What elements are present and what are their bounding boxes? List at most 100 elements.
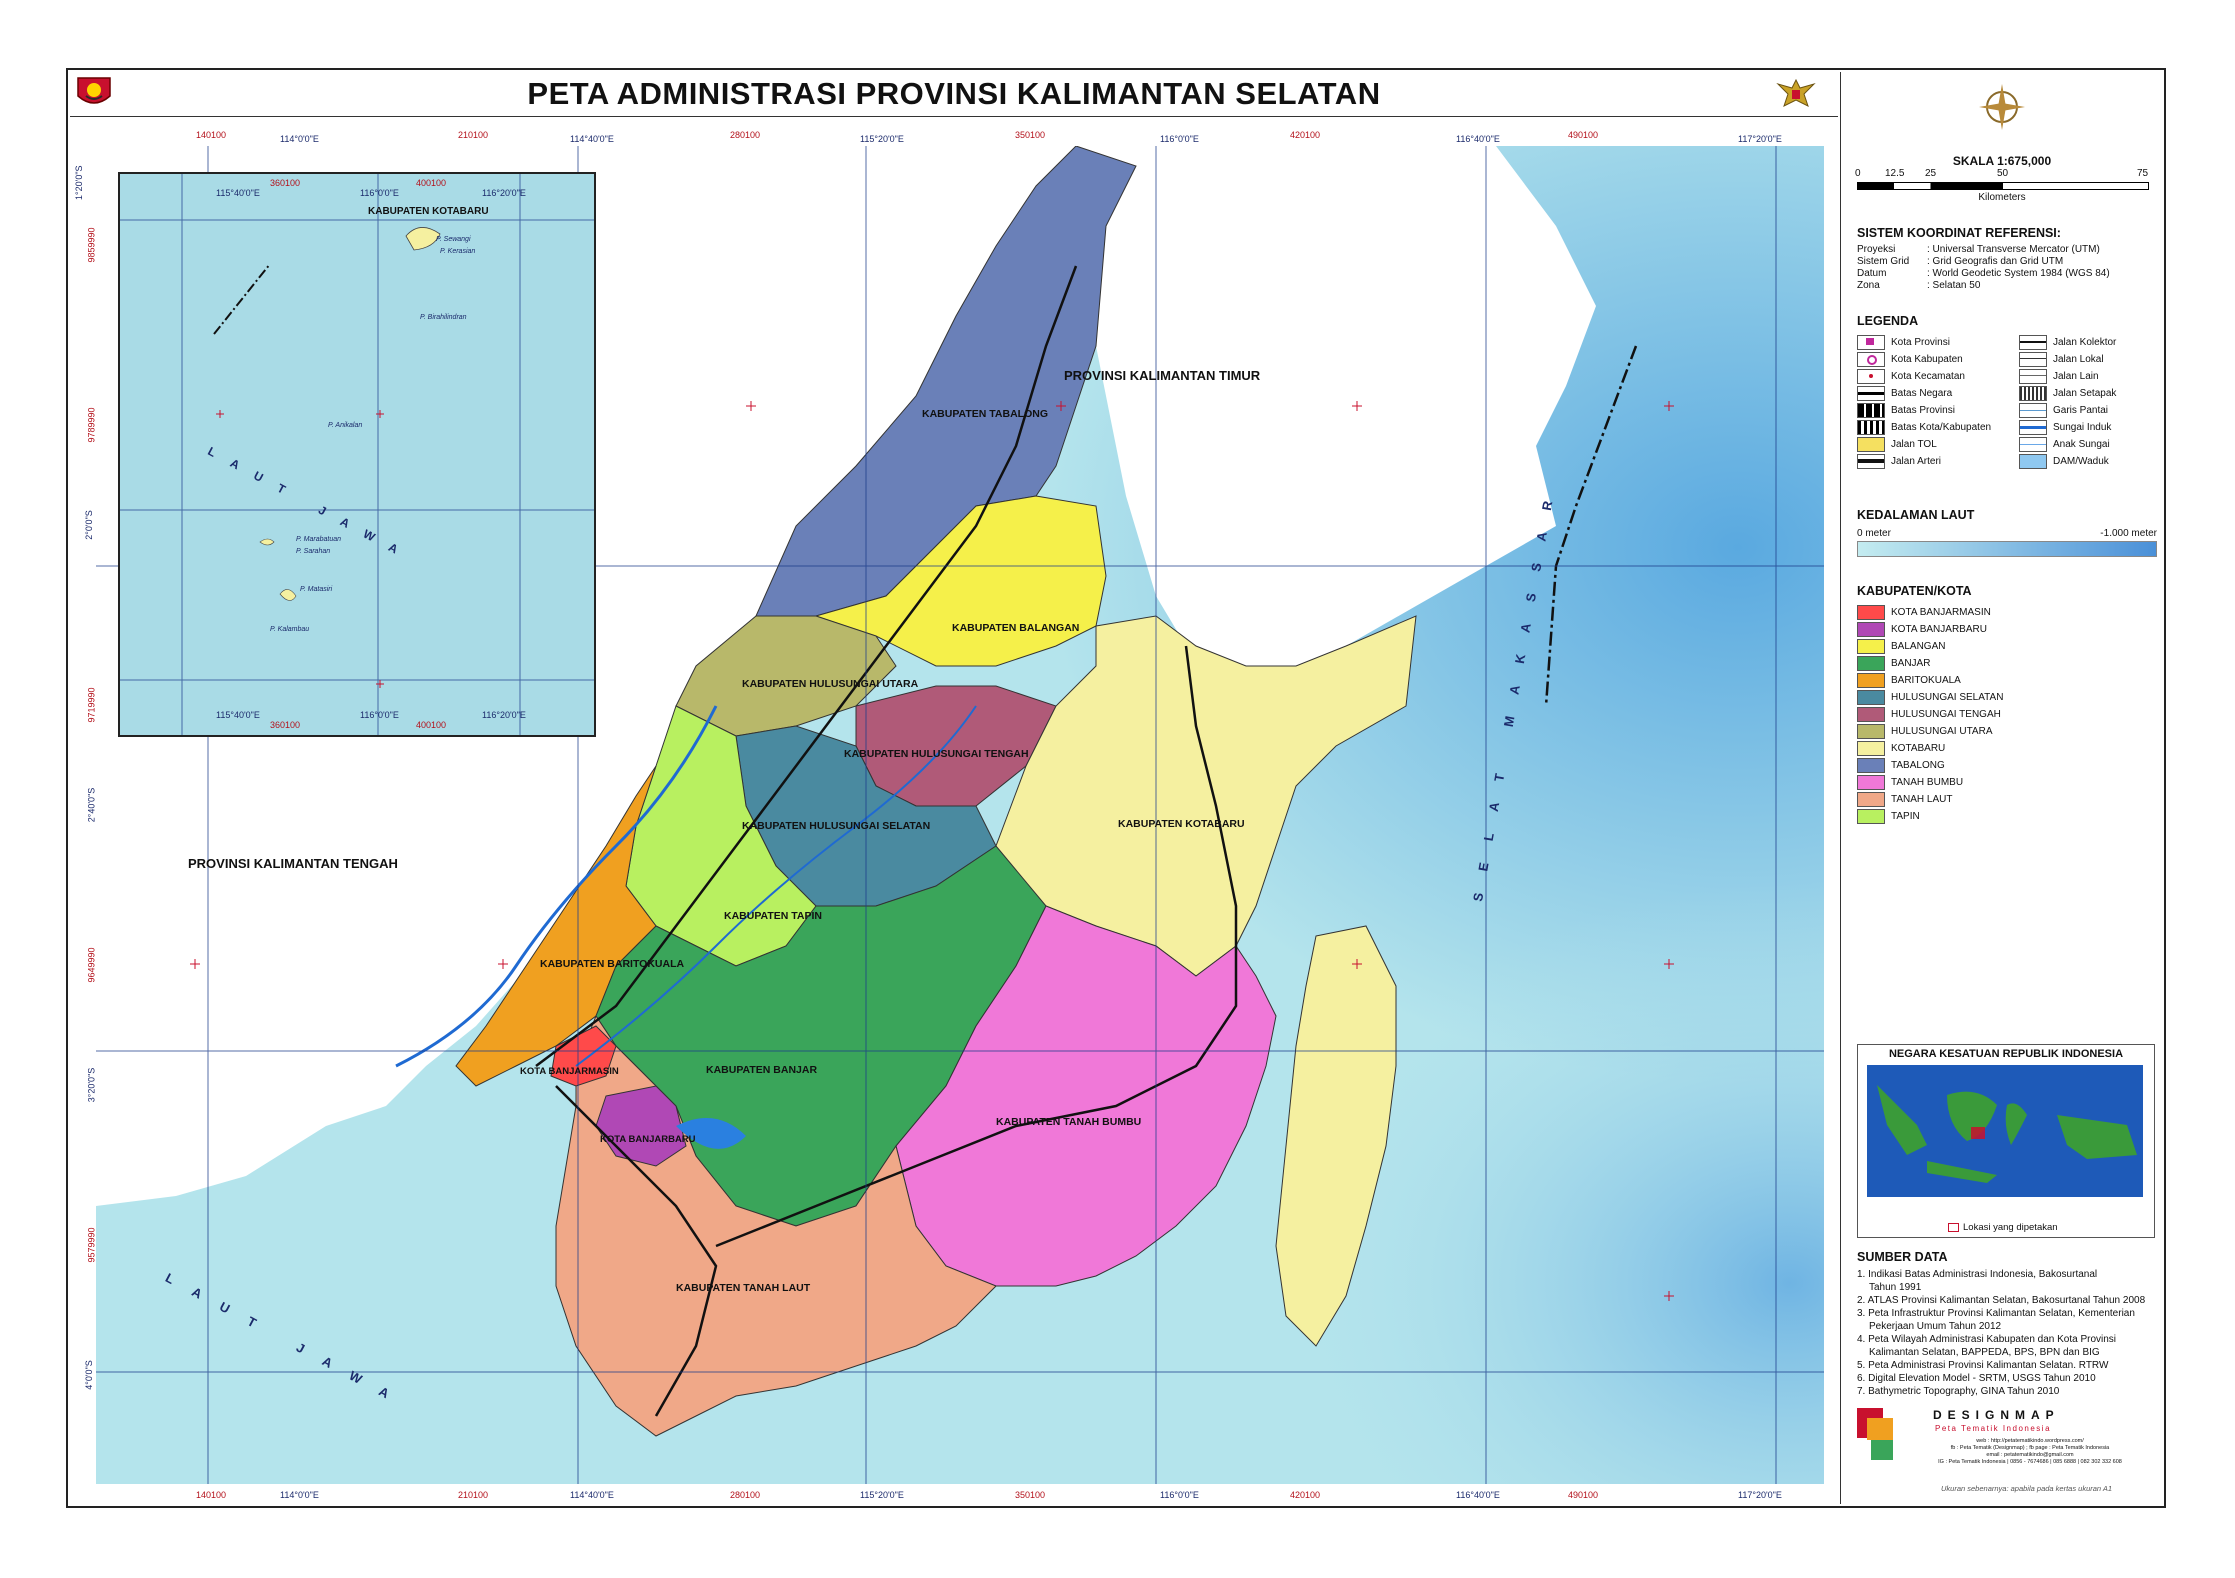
legend-item: Jalan Setapak: [2053, 388, 2117, 399]
jalan-setapak-icon: [2019, 386, 2047, 401]
legend-item: Jalan TOL: [1891, 439, 1937, 450]
bottom-tick-9: 420100: [1290, 1490, 1321, 1500]
kabupaten-legend-label: HULUSUNGAI TENGAH: [1891, 709, 2001, 720]
legend-block: LEGENDA Kota Provinsi Kota Kabupaten Kot…: [1857, 314, 2157, 470]
brand-block: DESIGNMAP Peta Tematik Indonesia web : h…: [1857, 1408, 2157, 1480]
source-item: Pekerjaan Umum Tahun 2012: [1869, 1321, 2002, 1332]
crs-title: SISTEM KOORDINAT REFERENSI:: [1857, 226, 2061, 240]
bottom-tick-6: 115°20'0"E: [860, 1490, 904, 1500]
river-negara: [575, 705, 977, 1067]
scale-bar: [1857, 182, 2149, 190]
kabupaten-legend-label: KOTA BANJARMASIN: [1891, 607, 1991, 618]
bottom-tick-12: 117°20'0"E: [1738, 1490, 1782, 1500]
garis-pantai-icon: [2019, 403, 2047, 418]
inset-island-4: P. Sarahan: [296, 548, 331, 555]
depth-ramp: [1857, 541, 2157, 557]
top-tick-5: 280100: [730, 130, 761, 140]
road-arteri: [535, 265, 1078, 1067]
left-tick-8: 3°20'0"S: [86, 1067, 97, 1103]
title-bar: PETA ADMINISTRASI PROVINSI KALIMANTAN SE…: [70, 72, 1838, 117]
top-tick-7: 350100: [1015, 130, 1046, 140]
top-tick-12: 117°20'0"E: [1738, 134, 1782, 144]
bottom-tick-5: 280100: [730, 1490, 761, 1500]
kabupaten-legend-label: HULUSUNGAI UTARA: [1891, 726, 1993, 737]
legend-item: Kota Provinsi: [1891, 337, 1950, 348]
batas-provinsi-icon: [1857, 403, 1885, 418]
crs-block: SISTEM KOORDINAT REFERENSI: Proyeksi : Un…: [1857, 226, 2157, 292]
bottom-tick-8: 116°0'0"E: [1160, 1490, 1199, 1500]
brand-line: web : http://petatematikindo.wordpress.c…: [1976, 1438, 2084, 1444]
label-kota-bjm: KOTA BANJARMASIN: [520, 1066, 619, 1077]
indonesia-locator-map: [1867, 1065, 2143, 1197]
nkri-box: NEGARA KESATUAN REPUBLIK INDONESIA Lokas…: [1857, 1044, 2155, 1238]
label-kaltim: PROVINSI KALIMANTAN TIMUR: [1064, 368, 1261, 383]
left-tick-10: 4°0'0"S: [83, 1360, 94, 1390]
kabupaten-block: KABUPATEN/KOTA KOTA BANJARMASIN KOTA BANJ…: [1857, 584, 2157, 825]
kabupaten-swatch-icon: [1857, 741, 1885, 756]
scale-tick-3: 50: [1997, 168, 2009, 179]
left-tick-1: 1°20'0"S: [74, 165, 84, 200]
legend-item: Anak Sungai: [2053, 439, 2110, 450]
kabupaten-legend-row: TABALONG: [1857, 757, 2157, 774]
inset-deg-b2: 116°0'0"E: [360, 710, 399, 720]
kabupaten-legend-row: TAPIN: [1857, 808, 2157, 825]
inset-deg-b1: 115°40'0"E: [216, 710, 260, 720]
inset-deg-3: 116°20'0"E: [482, 188, 526, 198]
crs-value: : Universal Transverse Mercator (UTM): [1927, 244, 2100, 255]
kabupaten-legend-row: HULUSUNGAI SELATAN: [1857, 689, 2157, 706]
label-tanah-laut: KABUPATEN TANAH LAUT: [676, 1282, 811, 1294]
source-item: 5. Peta Administrasi Provinsi Kalimantan…: [1857, 1360, 2109, 1371]
kabupaten-swatch-icon: [1857, 775, 1885, 790]
jalan-arteri-icon: [1857, 454, 1885, 469]
left-tick-7: 9649990: [86, 947, 97, 983]
top-tick-11: 490100: [1568, 130, 1599, 140]
bottom-tick-7: 350100: [1015, 1490, 1046, 1500]
crs-key: Proyeksi: [1857, 244, 1896, 255]
print-note: Ukuran sebenarnya: apabila pada kertas u…: [1941, 1484, 2113, 1493]
kabupaten-legend-row: TANAH LAUT: [1857, 791, 2157, 808]
kota-kecamatan-icon: [1857, 369, 1885, 384]
scale-label: SKALA 1:675,000: [1952, 154, 2052, 168]
left-tick-9: 9579990: [86, 1227, 97, 1263]
label-tabalong: KABUPATEN TABALONG: [922, 408, 1048, 420]
legend-item: Sungai Induk: [2053, 422, 2112, 433]
label-balangan: KABUPATEN BALANGAN: [952, 622, 1080, 634]
kabupaten-list: KOTA BANJARMASIN KOTA BANJARBARU BALANGAN B…: [1857, 604, 2157, 825]
source-item: 1. Indikasi Batas Administrasi Indonesia…: [1857, 1269, 2098, 1280]
region-balangan: [814, 495, 1107, 667]
left-tick-5: 9719990: [86, 687, 97, 723]
kabupaten-swatch-icon: [1857, 792, 1885, 807]
kota-kabupaten-icon: [1857, 352, 1885, 367]
kabupaten-legend-row: KOTABARU: [1857, 740, 2157, 757]
kabupaten-swatch-icon: [1857, 707, 1885, 722]
province-emblem-icon: [77, 77, 111, 104]
sources-title: SUMBER DATA: [1857, 1250, 1948, 1264]
scale-unit: Kilometers: [1978, 192, 2026, 203]
inset-island-7: P. Birahilindran: [420, 314, 467, 321]
kabupaten-swatch-icon: [1857, 673, 1885, 688]
inset-island-1: P. Sewangi: [436, 236, 471, 243]
kabupaten-swatch-icon: [1857, 690, 1885, 705]
inset-island-8: P. Anikalan: [328, 422, 363, 429]
jalan-tol-icon: [1857, 437, 1885, 452]
label-hst: KABUPATEN HULUSUNGAI TENGAH: [844, 748, 1029, 760]
left-tick-6: 2°40'0"S: [86, 787, 97, 823]
kabupaten-swatch-icon: [1857, 758, 1885, 773]
legend-item: DAM/Waduk: [2053, 456, 2109, 467]
jalan-lokal-icon: [2019, 352, 2047, 367]
source-item: 7. Bathymetric Topography, GINA Tahun 20…: [1857, 1386, 2060, 1397]
inset-island-5: P. Matasiri: [300, 586, 333, 593]
kabupaten-legend-label: BANJAR: [1891, 658, 1931, 669]
inset-deg-2: 116°0'0"E: [360, 188, 399, 198]
garuda-emblem-icon: [1776, 78, 1816, 107]
depth-block: KEDALAMAN LAUT 0 meter -1.000 meter: [1857, 508, 2157, 557]
brand-name: DESIGNMAP: [1933, 1408, 2060, 1422]
legend-item: Jalan Kolektor: [2053, 337, 2117, 348]
brand-tagline: Peta Tematik Indonesia: [1935, 1424, 2052, 1433]
kabupaten-legend-row: BALANGAN: [1857, 638, 2157, 655]
kabupaten-legend-label: TAPIN: [1891, 811, 1920, 822]
inset-tick-b1: 360100: [270, 720, 301, 730]
kabupaten-legend-row: HULUSUNGAI TENGAH: [1857, 706, 2157, 723]
label-hss: KABUPATEN HULUSUNGAI SELATAN: [742, 820, 931, 832]
brand-line: fb : Peta Tematik (Designmap) ; fb page …: [1950, 1445, 2110, 1451]
